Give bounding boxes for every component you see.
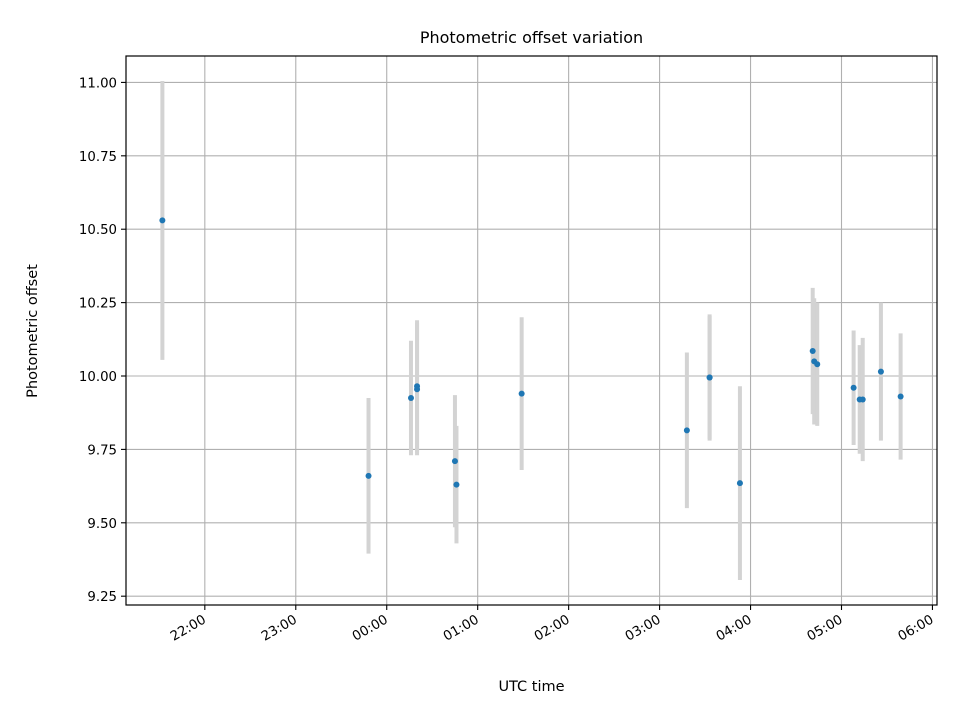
data-point: [706, 374, 713, 381]
data-point: [683, 427, 690, 434]
data-point: [814, 361, 821, 368]
y-tick-label: 11.00: [79, 76, 117, 91]
grid-lines: [126, 56, 937, 605]
data-point: [859, 396, 866, 403]
y-tick-label: 9.75: [87, 443, 117, 458]
data-point: [897, 393, 904, 400]
y-tick-label: 9.25: [87, 590, 117, 605]
plot-frame: [125, 55, 938, 606]
data-point: [518, 390, 525, 397]
data-point: [159, 217, 166, 224]
data-point: [809, 348, 816, 355]
data-point: [850, 384, 857, 391]
y-tick-label: 10.00: [79, 370, 117, 385]
data-point: [453, 481, 460, 488]
y-tick-label: 10.25: [79, 297, 117, 312]
data-point: [877, 368, 884, 375]
chart-title: Photometric offset variation: [420, 28, 643, 47]
x-axis-label: UTC time: [498, 679, 564, 695]
data-point: [407, 395, 414, 402]
y-axis-label: Photometric offset: [25, 264, 41, 398]
y-axis-ticks: 9.25 9.50 9.75 10.00 10.25 10.50 10.75 11.00: [79, 76, 126, 605]
data-point: [414, 386, 421, 393]
y-tick-label: 9.50: [87, 517, 117, 532]
data-points: [159, 217, 904, 488]
data-point: [365, 472, 372, 479]
data-point: [736, 480, 743, 487]
y-tick-label: 10.50: [79, 223, 117, 238]
data-point: [451, 458, 458, 465]
y-tick-label: 10.75: [79, 150, 117, 165]
